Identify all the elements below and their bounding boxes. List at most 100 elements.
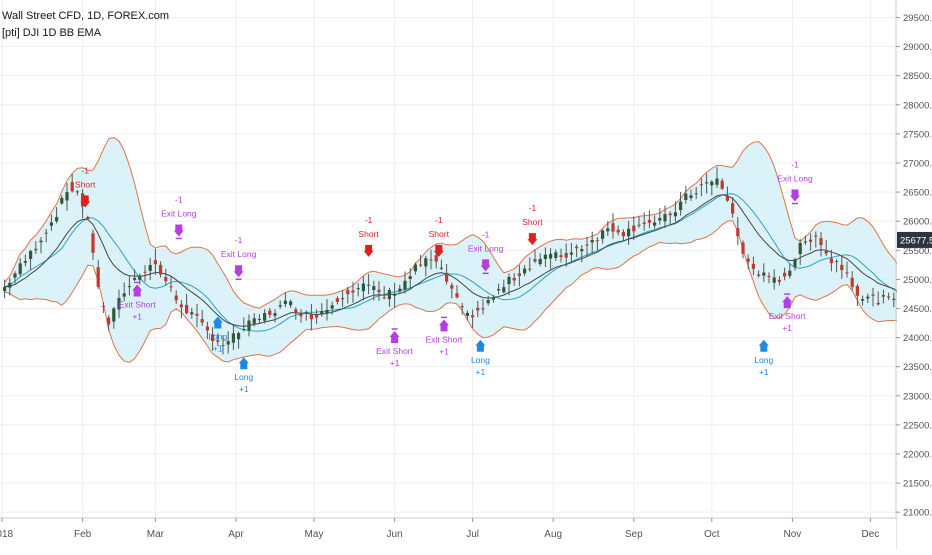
signal-label: Short xyxy=(75,179,96,189)
candle-body xyxy=(507,276,511,285)
signal-qty: +1 xyxy=(759,367,769,377)
price-tick-label: 21500.0 xyxy=(903,479,932,490)
candle-body xyxy=(460,306,464,308)
candle-body xyxy=(408,276,412,279)
chart-legend: Wall Street CFD, 1D, FOREX.com [pti] DJI… xyxy=(2,8,169,42)
signal-arrow xyxy=(233,265,244,278)
candle-body xyxy=(491,297,495,300)
candle-body xyxy=(283,300,287,305)
candle-body xyxy=(44,232,48,234)
signal-arrow xyxy=(475,339,486,352)
candle-body xyxy=(398,288,402,292)
candle-body xyxy=(705,182,709,184)
candle-body xyxy=(746,258,750,262)
candle-body xyxy=(221,345,225,347)
signal-arrow xyxy=(790,189,800,202)
candle-body xyxy=(439,267,443,269)
signal-qty: +1 xyxy=(782,323,792,333)
candle-body xyxy=(403,280,407,290)
signal-arrow xyxy=(389,331,400,344)
candle-body xyxy=(533,259,537,262)
signal-label: Exit Long xyxy=(777,174,813,184)
signal-label: Short xyxy=(358,229,379,239)
candle-body xyxy=(611,223,615,232)
signal-qty: -1 xyxy=(365,215,373,225)
candle-body xyxy=(762,272,766,276)
signal-qty: -1 xyxy=(482,229,490,239)
candle-body xyxy=(304,312,308,314)
candle-body xyxy=(112,308,116,322)
candle-body xyxy=(247,320,251,331)
candle-body xyxy=(434,255,438,262)
candle-body xyxy=(465,312,469,316)
candle-body xyxy=(413,264,417,272)
candle-body xyxy=(299,313,303,317)
candle-body xyxy=(543,254,547,260)
candle-body xyxy=(419,264,423,266)
candle-body xyxy=(528,268,532,270)
candle-body xyxy=(559,255,563,258)
price-tick-label: 29500.0 xyxy=(903,13,932,24)
candle-body xyxy=(803,241,807,243)
candle-body xyxy=(34,248,38,251)
signal-qty: +1 xyxy=(132,311,142,321)
signal-label: Exit Long xyxy=(221,249,257,259)
candle-body xyxy=(512,277,516,281)
symbol-title: Wall Street CFD, 1D, FOREX.com xyxy=(2,10,170,22)
candle-body xyxy=(289,301,293,306)
candle-body xyxy=(49,222,53,226)
candle-body xyxy=(819,238,823,246)
signal-arrow xyxy=(782,296,793,309)
signal-label: Exit Long xyxy=(468,243,504,253)
price-tick-label: 24500.0 xyxy=(903,304,932,315)
signal-arrow xyxy=(238,357,249,370)
candle-body xyxy=(621,231,625,237)
signal-label: Exit Long xyxy=(161,208,197,218)
candle-body xyxy=(840,264,844,271)
price-tick-label: 25500.0 xyxy=(903,246,932,257)
candle-body xyxy=(871,294,875,296)
price-tick-label: 22000.0 xyxy=(903,449,932,460)
candle-body xyxy=(159,264,163,275)
candle-body xyxy=(517,273,521,276)
candle-body xyxy=(720,180,724,189)
signal-qty: -1 xyxy=(175,194,183,204)
candle-body xyxy=(850,277,854,287)
candle-body xyxy=(91,233,95,253)
candle-body xyxy=(783,272,787,277)
signal-arrow xyxy=(758,339,769,352)
candle-body xyxy=(96,267,100,287)
candle-body xyxy=(632,225,636,232)
candle-body xyxy=(153,260,157,265)
candle-body xyxy=(653,222,657,226)
candle-body xyxy=(231,333,235,343)
candle-body xyxy=(29,250,33,259)
candle-body xyxy=(731,203,735,214)
time-tick-label: Nov xyxy=(784,529,802,540)
candle-body xyxy=(278,305,282,307)
signal-qty: +1 xyxy=(476,367,486,377)
candle-body xyxy=(725,195,729,201)
candle-body xyxy=(876,302,880,305)
candle-body xyxy=(569,252,573,255)
candle-body xyxy=(23,261,27,263)
signal-arrow xyxy=(439,319,449,332)
bollinger-upper-line xyxy=(4,137,932,309)
time-tick-label: Mar xyxy=(147,529,165,540)
current-price-tag xyxy=(897,231,932,248)
candle-body xyxy=(185,304,189,314)
candle-body xyxy=(736,228,740,237)
bollinger-lower-line xyxy=(4,220,932,418)
candle-body xyxy=(523,268,527,274)
candle-body xyxy=(351,290,355,293)
candle-body xyxy=(190,312,194,315)
candle-body xyxy=(564,253,568,258)
signal-label: Short xyxy=(429,229,450,239)
candle-body xyxy=(320,311,324,315)
candle-body xyxy=(424,258,428,267)
signal-label: Exit Short xyxy=(119,299,156,309)
candle-body xyxy=(476,307,480,311)
price-tick-label: 26000.0 xyxy=(903,217,932,228)
